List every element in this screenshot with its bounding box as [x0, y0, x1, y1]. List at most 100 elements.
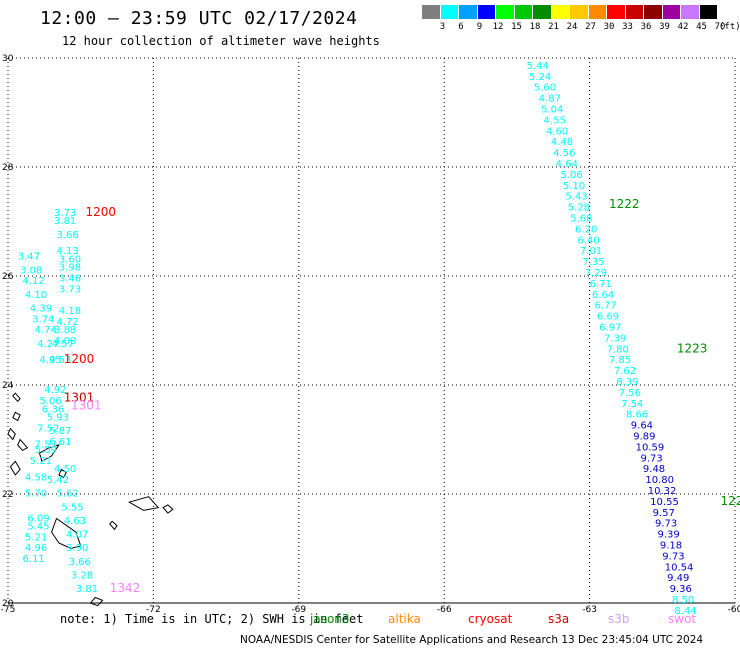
wave-height-value: 5.21: [30, 456, 52, 467]
wave-height-value: 9.73: [662, 551, 684, 562]
latitude-tick-label: 26: [2, 272, 14, 282]
wave-height-value: 6.61: [49, 437, 71, 448]
wave-height-value: 4.53: [49, 355, 71, 366]
longitude-tick-label: -75: [1, 605, 16, 615]
latitude-tick-label: 28: [2, 163, 14, 173]
mission-label: jason3: [310, 612, 350, 626]
longitude-tick-label: -72: [146, 605, 161, 615]
wave-height-value: 8.66: [626, 410, 648, 421]
colorbar-swatch: [644, 5, 663, 19]
colorbar-tick-label: 33: [622, 22, 633, 32]
mission-label: swot: [668, 612, 697, 626]
colorbar-tick-label: 36: [640, 22, 652, 32]
wave-height-value: 10.54: [665, 562, 694, 573]
wave-height-value: 7.53: [35, 440, 57, 451]
colorbar-swatch: [459, 5, 478, 19]
colorbar-tick-label: 70: [714, 22, 726, 32]
footer-credit: NOAA/NESDIS Center for Satellite Applica…: [240, 634, 704, 646]
wave-height-value: 4.95: [40, 355, 62, 366]
wave-height-value: 8.44: [674, 606, 696, 617]
wave-height-value: 6.69: [597, 312, 619, 323]
wave-height-value: 3.66: [69, 557, 91, 568]
wave-height-value: 6.40: [577, 235, 599, 246]
wave-height-value: 3.28: [71, 570, 93, 581]
wave-height-value: 8.50: [672, 595, 694, 606]
island-outline: [38, 444, 61, 463]
wave-height-value: 4.87: [539, 94, 561, 105]
colorbar-swatch: [440, 5, 459, 19]
wave-height-value: 5.04: [541, 105, 563, 116]
latitude-tick-label: 22: [2, 490, 13, 500]
wave-height-value: 5.21: [25, 532, 47, 543]
wave-height-value: 5.62: [56, 489, 78, 500]
pass-time-label: 1301: [71, 399, 102, 413]
wave-height-value: 7.01: [580, 246, 602, 257]
wave-height-value: 5.87: [49, 426, 71, 437]
wave-height-value: 5.93: [47, 412, 69, 423]
map-subtitle: 12 hour collection of altimeter wave hei…: [62, 34, 380, 48]
colorbar-swatch: [588, 5, 607, 19]
latitude-tick-label: 30: [2, 54, 14, 64]
wave-height-value: 3.47: [18, 252, 40, 263]
wave-height-value: 5.55: [61, 502, 83, 513]
wave-height-value: 4.56: [553, 148, 575, 159]
wave-height-value: 6.64: [592, 290, 614, 301]
colorbar-swatch: [477, 5, 496, 19]
island-outline: [17, 438, 29, 452]
wave-height-value: 4.55: [544, 115, 566, 126]
island-outline: [12, 392, 21, 403]
island-outline: [51, 517, 82, 550]
wave-height-value: 7.80: [607, 344, 629, 355]
wave-height-value: 5.06: [40, 396, 62, 407]
colorbar-tick-label: 27: [585, 22, 596, 32]
wave-height-value: 5.45: [27, 521, 49, 532]
colorbar-tick-label: 24: [566, 22, 578, 32]
island-outline: [12, 411, 21, 422]
wave-height-value: 3.88: [54, 325, 76, 336]
wave-height-value: 7.35: [582, 257, 604, 268]
colorbar-tick-label: 3: [439, 22, 446, 32]
wave-height-value: 3.60: [59, 254, 81, 265]
wave-height-value: 9.18: [660, 541, 682, 552]
island-outline: [89, 596, 104, 607]
wave-height-value: 10.80: [645, 475, 674, 486]
wave-height-value: 7.54: [621, 399, 643, 410]
colorbar-unit: (ft): [719, 22, 740, 32]
wave-height-value: 7.56: [619, 388, 641, 399]
colorbar-swatch: [422, 5, 441, 19]
wave-height-value: 9.89: [633, 432, 655, 443]
pass-time-label: 1301: [64, 390, 95, 404]
wave-height-value: 9.73: [640, 453, 662, 464]
wave-height-value: 3.90: [66, 543, 88, 554]
mission-label: cryosat: [468, 612, 513, 626]
colorbar-tick-label: 9: [476, 22, 483, 32]
wave-height-value: 3.46: [59, 273, 81, 284]
island-outline: [7, 427, 16, 441]
wave-height-value: 9.57: [653, 508, 675, 519]
wave-height-value: 4.00: [54, 336, 76, 347]
colorbar-swatch: [625, 5, 644, 19]
footer-note: note: 1) Time is in UTC; 2) SWH is in fe…: [60, 612, 364, 626]
wave-height-value: 4.63: [64, 516, 86, 527]
wave-height-value: 3.73: [59, 284, 81, 295]
wave-height-value: 6.09: [27, 513, 49, 524]
wave-height-value: 3.81: [54, 216, 76, 227]
island-outline: [162, 504, 174, 514]
wave-height-value: 7.85: [609, 355, 631, 366]
wave-height-value: 6.36: [42, 404, 64, 415]
wave-height-value: 5.44: [527, 61, 549, 72]
wave-height-value: 4.27: [37, 339, 59, 350]
colorbar-tick-label: 42: [677, 22, 689, 32]
wave-height-value: 3.73: [54, 208, 76, 219]
wave-height-value: 9.73: [655, 519, 677, 530]
colorbar-tick-label: 15: [511, 22, 522, 32]
wave-height-value: 4.57: [52, 339, 74, 350]
colorbar-tick-label: 21: [548, 22, 559, 32]
wave-height-value: 10.59: [636, 442, 665, 453]
wave-height-value: 4.60: [546, 126, 568, 137]
wave-height-value: 6.11: [23, 554, 45, 565]
colorbar-swatch: [514, 5, 533, 19]
wave-height-value: 4.48: [551, 137, 573, 148]
wave-height-value: 5.43: [565, 192, 587, 203]
